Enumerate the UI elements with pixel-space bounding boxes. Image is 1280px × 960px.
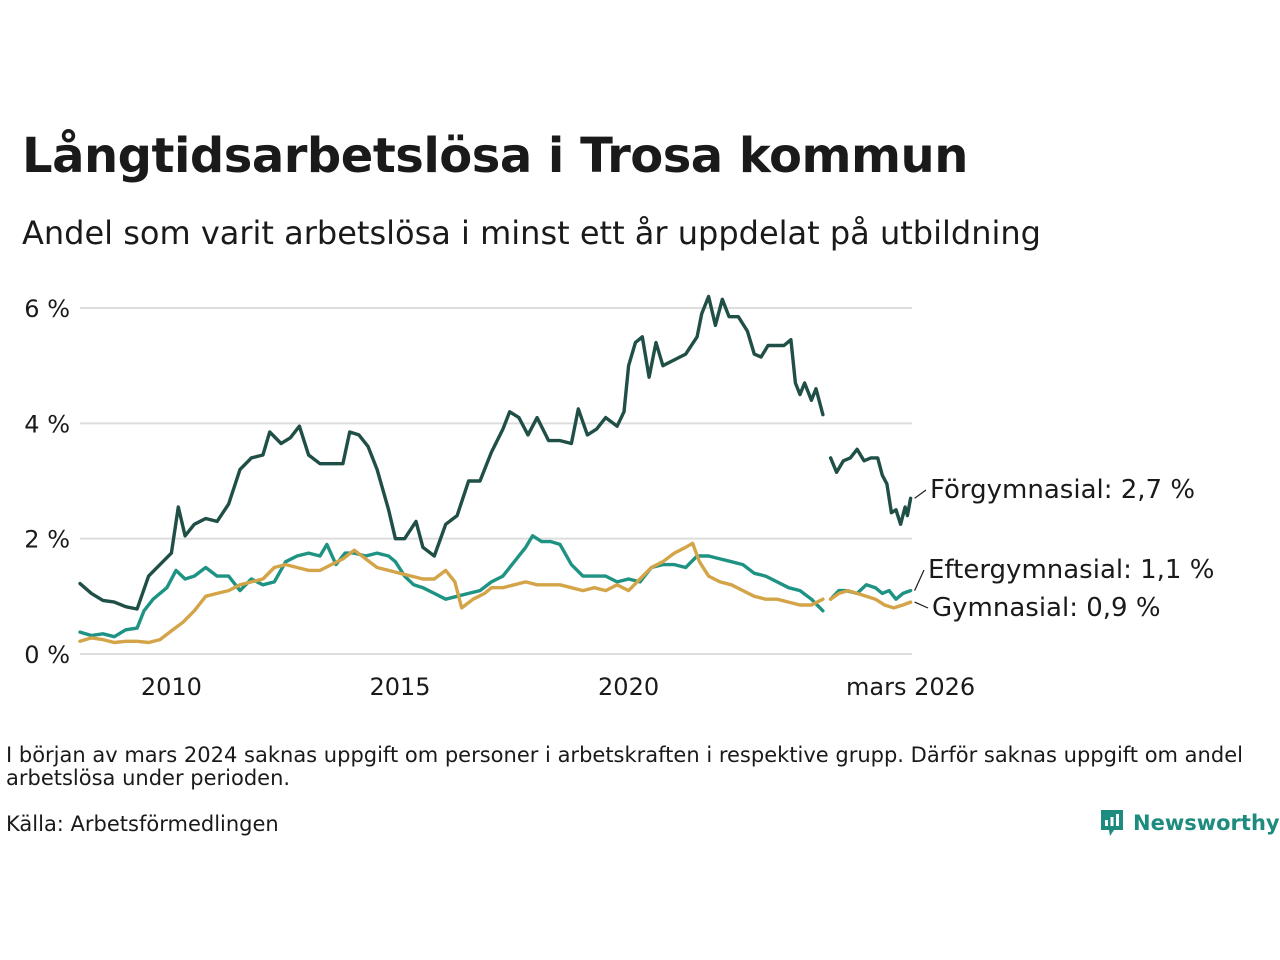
series-line-förgymnasial (78, 294, 825, 611)
chart-subtitle: Andel som varit arbetslösa i minst ett å… (22, 214, 1041, 252)
series-labels: Förgymnasial: 2,7 % Eftergymnasial: 1,1 %… (914, 475, 1214, 623)
label-leader-line (914, 601, 929, 609)
x-tick-label: 2015 (369, 673, 430, 701)
newsworthy-logo: Newsworthy (1099, 808, 1280, 838)
series-label-eftergymnasial: Eftergymnasial: 1,1 % (928, 555, 1214, 585)
x-axis: 2010 2015 2020 mars 2026 (141, 673, 975, 701)
label-leader-line (914, 489, 927, 499)
brand-name: Newsworthy (1133, 811, 1280, 835)
footnote: I början av mars 2024 saknas uppgift om … (6, 743, 1243, 790)
series-line-förgymnasial (828, 447, 913, 526)
chart-title: Långtidsarbetslösa i Trosa kommun (22, 128, 968, 184)
series-lines (78, 294, 913, 645)
y-tick-label: 2 % (24, 526, 70, 554)
line-chart: 0 % 2 % 4 % 6 % 2010 2015 2020 mars 2026 Förgy… (24, 294, 1214, 701)
series-label-gymnasial: Gymnasial: 0,9 % (932, 593, 1161, 623)
x-tick-label: 2020 (598, 673, 659, 701)
label-leader-line (914, 569, 925, 591)
series-line-eftergymnasial (78, 534, 825, 639)
series-line-gymnasial (828, 588, 913, 610)
series-line-gymnasial (78, 541, 825, 645)
bar-chart-logo-icon (1101, 810, 1123, 836)
y-tick-label: 6 % (24, 295, 70, 323)
gridlines (80, 307, 912, 655)
y-axis: 0 % 2 % 4 % 6 % (24, 295, 70, 669)
x-tick-label: mars 2026 (846, 673, 975, 701)
y-tick-label: 0 % (24, 641, 70, 669)
x-tick-label: 2010 (141, 673, 202, 701)
y-tick-label: 4 % (24, 410, 70, 438)
source-credit: Källa: Arbetsförmedlingen (6, 812, 279, 836)
series-label-förgymnasial: Förgymnasial: 2,7 % (930, 475, 1195, 505)
